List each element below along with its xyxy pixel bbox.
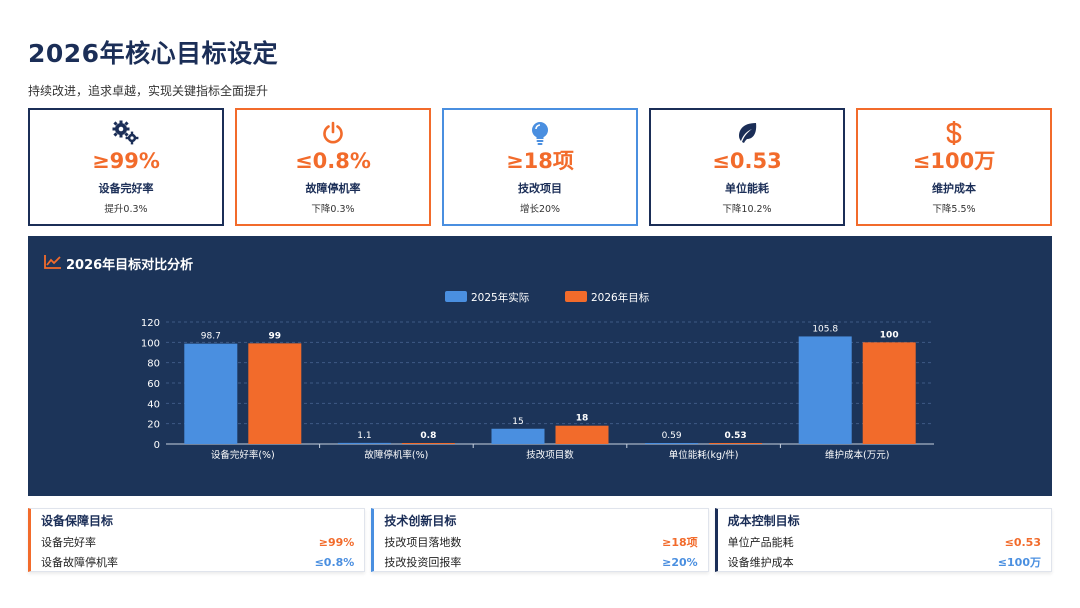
target-label: 单位产品能耗 xyxy=(727,536,794,549)
lightbulb-icon xyxy=(529,120,551,146)
legend-label: 2026年目标 xyxy=(591,291,650,304)
target-label: 设备故障停机率 xyxy=(41,556,118,569)
page-subtitle: 持续改进，追求卓越，实现关键指标全面提升 xyxy=(28,84,269,98)
target-card-tech: 技术创新目标 技改项目落地数 ≥18项 技改投资回报率 ≥20% xyxy=(371,508,709,572)
bar-target xyxy=(709,443,763,444)
kpi-change: 提升0.3% xyxy=(104,204,148,215)
data-label: 0.59 xyxy=(662,431,682,441)
kpi-change: 下降0.3% xyxy=(311,204,355,215)
page-title: 2026年核心目标设定 xyxy=(28,39,279,68)
kpi-label: 技改项目 xyxy=(518,182,562,195)
kpi-card-cost: ≤100万 维护成本 下降5.5% xyxy=(856,108,1052,226)
y-tick-label: 100 xyxy=(141,338,160,349)
target-label: 技改项目落地数 xyxy=(384,536,462,549)
legend-swatch xyxy=(445,291,467,302)
data-label: 100 xyxy=(880,330,899,340)
kpi-value: ≤0.8% xyxy=(295,149,371,173)
target-row: 设备完好率 ≥99% xyxy=(41,536,354,556)
target-label: 技改投资回报率 xyxy=(384,556,462,569)
kpi-card-energy: ≤0.53 单位能耗 下降10.2% xyxy=(649,108,845,226)
y-tick-label: 120 xyxy=(141,318,160,329)
y-tick-label: 60 xyxy=(147,379,160,390)
target-label: 设备维护成本 xyxy=(727,556,794,569)
kpi-change: 下降10.2% xyxy=(722,204,772,215)
data-label: 15 xyxy=(512,417,523,427)
x-tick-label: 维护成本(万元) xyxy=(825,449,889,461)
legend-swatch xyxy=(565,291,587,302)
target-row: 技改项目落地数 ≥18项 xyxy=(384,536,697,556)
bar-target xyxy=(248,343,302,444)
target-row: 设备故障停机率 ≤0.8% xyxy=(41,556,354,576)
chart-heading-text: 2026年目标对比分析 xyxy=(66,258,194,273)
target-value: ≤0.8% xyxy=(314,556,355,569)
data-label: 99 xyxy=(269,331,282,341)
y-tick-label: 40 xyxy=(147,399,160,410)
power-icon xyxy=(321,120,345,146)
target-value: ≥18项 xyxy=(662,536,698,549)
y-tick-label: 0 xyxy=(154,440,160,451)
kpi-label: 故障停机率 xyxy=(305,182,361,195)
leaf-icon xyxy=(735,120,759,146)
kpi-value: ≤0.53 xyxy=(712,149,782,173)
bar-actual xyxy=(645,443,699,444)
target-row: 单位产品能耗 ≤0.53 xyxy=(728,536,1041,556)
bar-target xyxy=(555,425,609,444)
kpi-card-equipment: ≥99% 设备完好率 提升0.3% xyxy=(28,108,224,226)
y-tick-label: 20 xyxy=(147,420,160,431)
target-row: 技改投资回报率 ≥20% xyxy=(384,556,697,576)
target-card-equipment: 设备保障目标 设备完好率 ≥99% 设备故障停机率 ≤0.8% xyxy=(28,508,366,572)
chart-heading: 2026年目标对比分析 xyxy=(44,254,193,273)
kpi-value: ≤100万 xyxy=(912,149,996,173)
x-tick-label: 故障停机率(%) xyxy=(364,449,428,461)
gears-icon xyxy=(111,120,141,146)
target-card-cost: 成本控制目标 单位产品能耗 ≤0.53 设备维护成本 ≤100万 xyxy=(714,508,1052,572)
data-label: 18 xyxy=(576,414,589,424)
legend-label: 2025年实际 xyxy=(471,291,529,304)
target-value: ≥20% xyxy=(662,556,698,569)
bar-actual xyxy=(491,428,545,444)
kpi-change: 增长20% xyxy=(519,204,561,215)
bar-actual xyxy=(337,442,391,444)
y-tick-label: 80 xyxy=(147,359,160,370)
target-value: ≤100万 xyxy=(997,556,1041,569)
kpi-cards: ≥99% 设备完好率 提升0.3% ≤0.8% 故障停机率 下降0.3% ≥18… xyxy=(28,108,1052,226)
kpi-value: ≥18项 xyxy=(506,149,574,173)
target-card-title: 成本控制目标 xyxy=(727,514,800,528)
target-card-title: 设备保障目标 xyxy=(41,514,114,528)
x-tick-label: 技改项目数 xyxy=(526,449,574,461)
bar-actual xyxy=(798,336,852,444)
kpi-label: 单位能耗 xyxy=(725,182,769,195)
target-cards: 设备保障目标 设备完好率 ≥99% 设备故障停机率 ≤0.8% 技术创新目标 技… xyxy=(28,508,1052,572)
bar-target xyxy=(862,342,916,444)
kpi-card-tech: ≥18项 技改项目 增长20% xyxy=(442,108,638,226)
kpi-card-downtime: ≤0.8% 故障停机率 下降0.3% xyxy=(235,108,431,226)
data-label: 0.8 xyxy=(420,431,436,441)
data-label: 98.7 xyxy=(201,332,221,342)
chart-panel: 2026年目标对比分析 0 20 40 60 80 100 120 设备完好率(%) 98.7 9… xyxy=(28,236,1052,496)
kpi-label: 设备完好率 xyxy=(98,182,154,195)
kpi-label: 维护成本 xyxy=(932,182,976,195)
target-value: ≥99% xyxy=(318,536,355,549)
data-label: 105.8 xyxy=(812,324,838,334)
x-tick-label: 单位能耗(kg/件) xyxy=(669,449,739,461)
target-value: ≤0.53 xyxy=(1004,536,1041,549)
target-row: 设备维护成本 ≤100万 xyxy=(728,556,1041,576)
target-card-title: 技术创新目标 xyxy=(384,514,457,528)
kpi-value: ≥99% xyxy=(92,149,160,173)
target-label: 设备完好率 xyxy=(41,536,96,549)
bar-actual xyxy=(184,343,238,444)
x-tick-label: 设备完好率(%) xyxy=(211,449,275,461)
bar-target xyxy=(401,443,455,444)
kpi-change: 下降5.5% xyxy=(932,204,976,215)
dollar-icon xyxy=(944,120,964,146)
data-label: 0.53 xyxy=(724,431,746,441)
bar-chart: 0 20 40 60 80 100 120 设备完好率(%) 98.7 99 故障停机率(%) 1.1… xyxy=(141,291,934,461)
line-chart-icon xyxy=(44,254,62,273)
data-label: 1.1 xyxy=(357,431,371,441)
